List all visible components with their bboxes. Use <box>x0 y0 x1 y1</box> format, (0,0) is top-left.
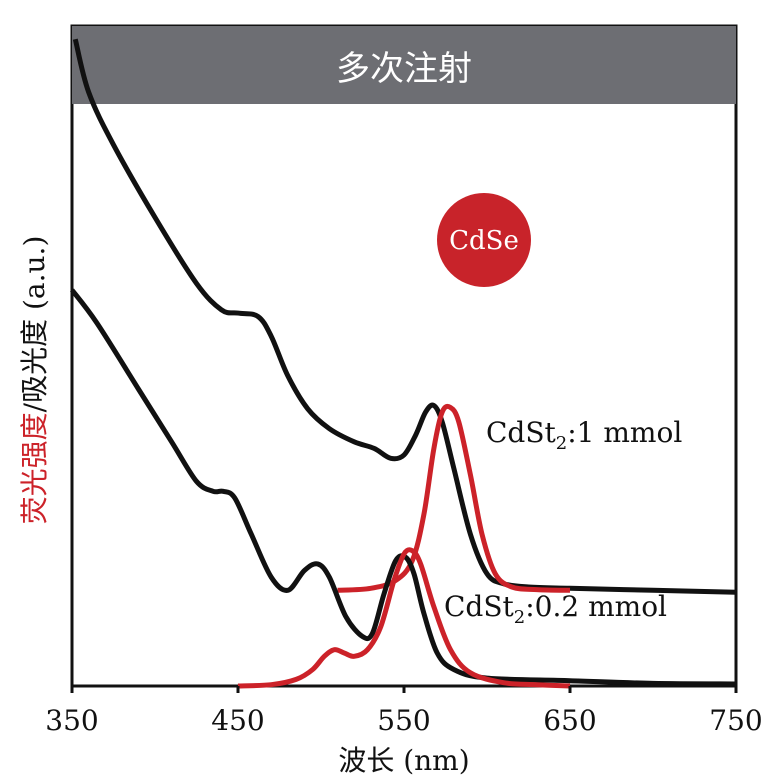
cdse-badge <box>437 193 531 287</box>
absorbance-line-0.2mmol <box>70 288 737 687</box>
y-axis-label-fluorescence: 荧光强度 <box>18 412 51 524</box>
x-axis-label: 波长 (nm) <box>338 744 469 777</box>
plot-area <box>70 24 738 688</box>
banner-text: 多次注射 <box>336 49 472 89</box>
y-axis-label: 荧光强度/吸光度 (a.u.) <box>18 236 51 525</box>
series-label-0.2mmol: CdSt2:0.2 mmol <box>444 590 667 628</box>
series-label-1mmol: CdSt2:1 mmol <box>486 416 682 454</box>
fluorescence-line-0.2mmol <box>237 547 571 689</box>
x-tick-label-450: 450 <box>211 704 264 737</box>
cdse-badge-label: CdSe <box>449 226 519 256</box>
x-tick-label-650: 650 <box>543 704 596 737</box>
x-axis-ticks: 350 450 550 650 750 <box>45 686 763 737</box>
fluorescence-line-1mmol <box>337 403 571 593</box>
x-tick-label-350: 350 <box>45 704 98 737</box>
x-tick-label-750: 750 <box>709 704 762 737</box>
y-axis-label-absorbance: /吸光度 (a.u.) <box>18 236 51 413</box>
x-tick-label-550: 550 <box>377 704 430 737</box>
curves-group <box>70 38 737 689</box>
banner-bar <box>72 26 736 104</box>
